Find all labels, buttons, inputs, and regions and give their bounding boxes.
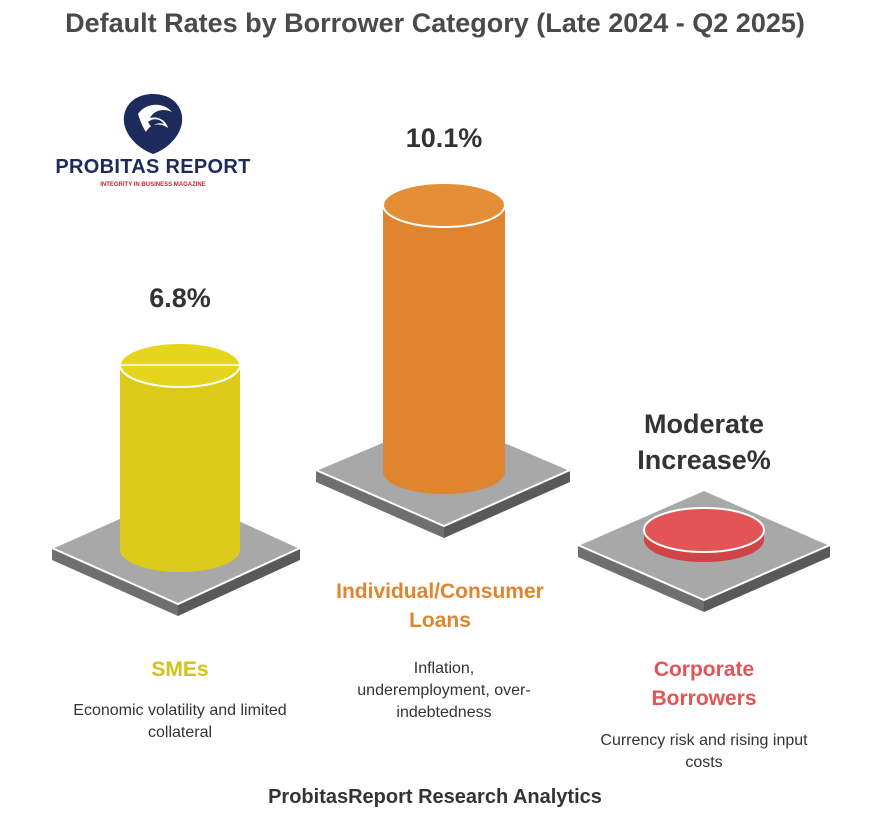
footer-credit: ProbitasReport Research Analytics <box>268 786 602 808</box>
description-corporate: Currency risk and rising input costs <box>600 732 808 771</box>
category-label-corporate: Corporate Borrowers <box>651 658 757 710</box>
logo-name: PROBITAS REPORT <box>55 156 251 178</box>
bar-consumer <box>382 182 506 494</box>
value-label-sme: 6.8% <box>149 283 211 313</box>
description-consumer: Inflation, underemployment, over-indebte… <box>357 660 531 721</box>
bar-sme <box>119 342 241 572</box>
value-label-corporate: Moderate Increase% <box>637 409 771 475</box>
probitas-logo: PROBITAS REPORT INTEGRITY IN BUSINESS MA… <box>48 92 258 202</box>
logo-tagline: INTEGRITY IN BUSINESS MAGAZINE <box>100 182 206 188</box>
category-label-sme: SMEs <box>151 658 209 681</box>
category-label-consumer: Individual/Consumer Loans <box>336 580 544 632</box>
description-sme: Economic volatility and limited collater… <box>73 702 287 741</box>
value-label-consumer: 10.1% <box>405 123 483 153</box>
chart-title: Default Rates by Borrower Category (Late… <box>65 8 805 38</box>
eagle-shield-icon <box>123 94 183 154</box>
bar-corporate <box>643 507 765 562</box>
